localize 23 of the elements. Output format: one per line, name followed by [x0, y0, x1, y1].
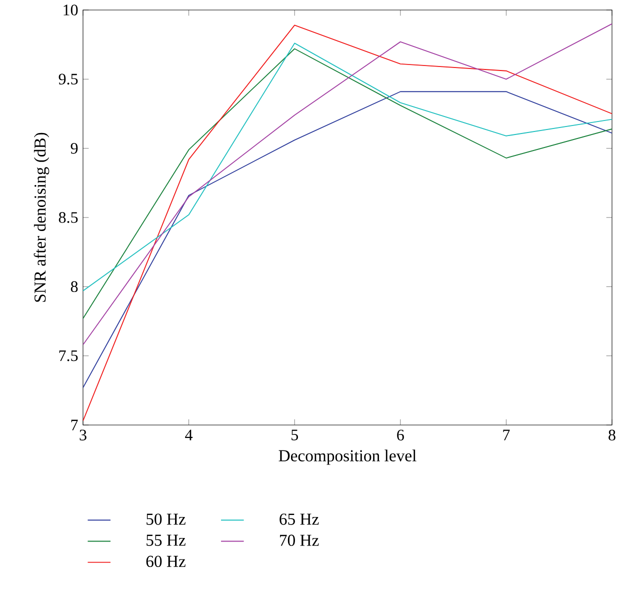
y-tick-label: 8 [70, 281, 78, 292]
y-tick-label: 9 [70, 142, 78, 154]
legend-label: 65 Hz [280, 514, 319, 525]
x-tick-label: 3 [80, 430, 86, 440]
y-tick-label: 10 [64, 4, 78, 16]
x-tick-label: 5 [292, 430, 298, 440]
legend-label: 55 Hz [146, 534, 186, 546]
x-tick-label: 7 [503, 430, 510, 440]
legend-label: 70 Hz [280, 534, 319, 546]
y-axis-title: SNR after denoising (dB) [34, 132, 50, 302]
x-tick-label: 4 [185, 430, 193, 440]
line-series [83, 24, 612, 422]
y-tick-label: 9.5 [58, 74, 78, 85]
legend-label: 60 Hz [146, 556, 186, 568]
x-tick-label: 8 [608, 430, 616, 440]
line-series [83, 23, 612, 346]
x-tick-label: 6 [397, 430, 404, 440]
y-tick-label: 8.5 [58, 212, 78, 223]
y-tick-label: 7.5 [59, 350, 78, 362]
line-series [83, 91, 612, 388]
legend-label: 50 Hz [146, 514, 186, 525]
y-tick-label: 7 [71, 420, 78, 430]
x-axis-title: Decomposition level [278, 450, 416, 465]
